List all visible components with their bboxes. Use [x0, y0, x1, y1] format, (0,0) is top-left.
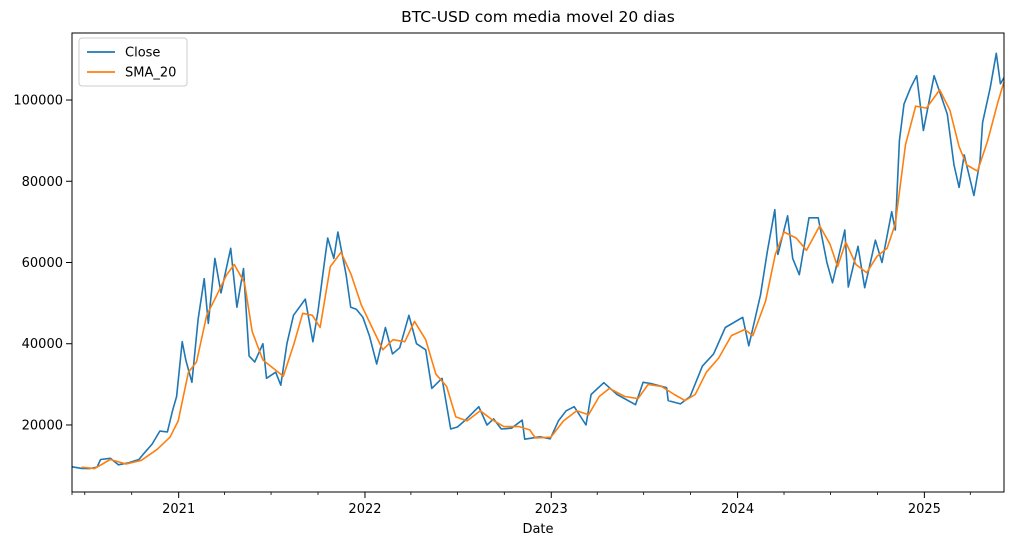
series-layer	[72, 52, 1004, 470]
legend: Close SMA_20	[78, 37, 188, 87]
y-tick-label: 20000	[22, 418, 63, 433]
legend-label: SMA_20	[125, 66, 176, 81]
x-tick-label: 2024	[721, 502, 754, 517]
series-line-close	[72, 52, 1004, 470]
series-line-sma-20	[81, 81, 1004, 470]
y-tick-label: 60000	[22, 256, 63, 271]
plot-frame	[71, 32, 1005, 493]
chart-title: BTC-USD com media movel 20 dias	[401, 8, 675, 26]
x-tick-label: 2023	[535, 502, 568, 517]
x-axis: 2021 2022 2023 2024 2025	[71, 492, 971, 517]
legend-box	[78, 37, 188, 87]
x-tick-label: 2025	[908, 502, 941, 517]
y-tick-label: 40000	[22, 337, 63, 352]
y-tick-label: 80000	[22, 175, 63, 190]
x-tick-label: 2022	[348, 502, 381, 517]
y-axis: 20000 40000 60000 80000 100000	[13, 94, 72, 433]
x-tick-label: 2021	[162, 502, 195, 517]
x-axis-title: Date	[522, 522, 553, 537]
y-tick-label: 100000	[13, 94, 63, 109]
legend-label: Close	[125, 46, 160, 61]
